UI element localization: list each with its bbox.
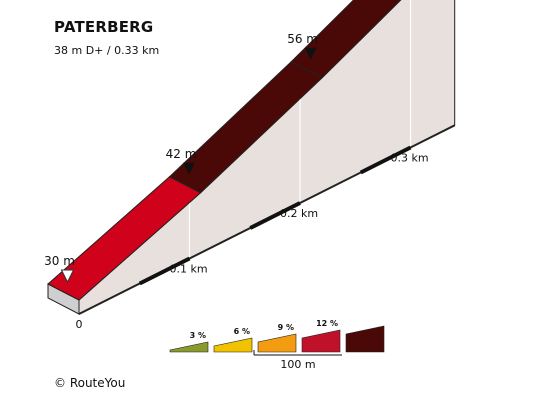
ground-marker-3 xyxy=(359,145,412,175)
copyright-text: © RouteYou xyxy=(54,376,126,390)
chart-title: PATERBERG xyxy=(54,18,154,36)
elevation-marker-0 xyxy=(60,269,75,284)
elevation-label-1: 42 m xyxy=(166,147,197,161)
x-tick-label-0: 0 xyxy=(76,318,83,331)
legend-swatch-4 xyxy=(345,325,385,353)
legend-label-3: 12 % xyxy=(316,319,338,328)
ground-marker-2 xyxy=(249,201,301,230)
legend-label-2: 9 % xyxy=(278,323,294,332)
x-tick-label-1: 0.1 km xyxy=(170,263,208,276)
x-tick-label-2: 0.2 km xyxy=(280,207,318,220)
legend-swatch-2 xyxy=(257,333,297,353)
elevation-label-0: 30 m xyxy=(44,254,75,268)
legend-swatch-3 xyxy=(301,329,341,353)
chart-subtitle: 38 m D+ / 0.33 km xyxy=(54,44,160,57)
elevation-label-2: 56 m xyxy=(287,32,318,46)
elevation-marker-2 xyxy=(304,47,317,60)
ground-marker-1 xyxy=(138,256,191,286)
elevation-marker-1 xyxy=(183,162,196,175)
legend-label-0: 3 % xyxy=(190,331,206,340)
legend-swatch-1 xyxy=(213,337,253,353)
x-tick-label-3: 0.3 km xyxy=(391,152,429,165)
legend-swatch-0 xyxy=(169,341,209,353)
legend-label-1: 6 % xyxy=(234,327,250,336)
ribbon-segment-2 xyxy=(290,0,402,79)
legend-scale-label: 100 m xyxy=(280,358,315,371)
